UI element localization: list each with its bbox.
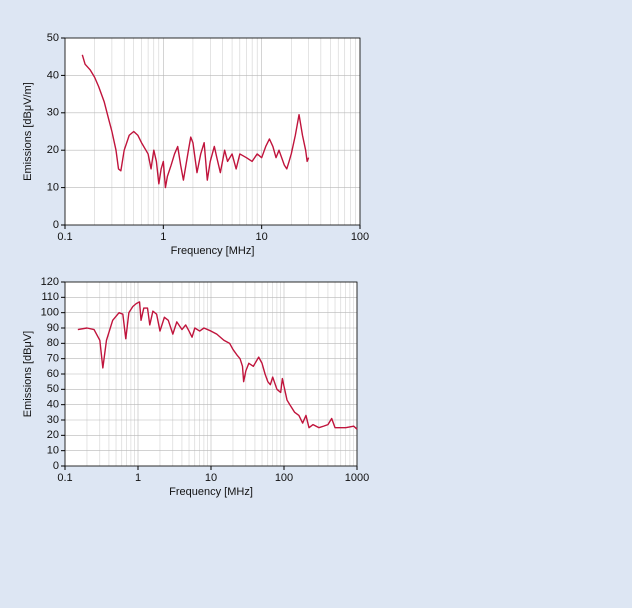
y-tick-label: 70	[47, 353, 59, 365]
y-tick-label: 120	[41, 276, 59, 288]
x-tick-label: 1000	[345, 472, 369, 484]
y-tick-label: 100	[41, 307, 59, 319]
x-tick-label: 100	[351, 231, 369, 243]
y-tick-label: 20	[47, 144, 59, 156]
x-tick-label: 1	[160, 231, 166, 243]
data-line	[77, 301, 358, 430]
data-line	[81, 54, 310, 189]
y-tick-label: 10	[47, 182, 59, 194]
y-tick-label: 0	[53, 460, 59, 472]
plot-frame	[64, 37, 361, 226]
x-tick-label: 1	[135, 472, 141, 484]
y-tick-label: 0	[53, 219, 59, 231]
x-tick-label: 10	[256, 231, 268, 243]
y-tick-label: 40	[47, 399, 59, 411]
x-tick-label: 100	[275, 472, 293, 484]
y-tick-label: 50	[47, 32, 59, 44]
y-tick-label: 20	[47, 429, 59, 441]
x-tick-label: 0.1	[57, 231, 72, 243]
y-tick-label: 80	[47, 337, 59, 349]
x-tick-label: 10	[205, 472, 217, 484]
chart: 0.1 1 10 100 1000010203040506070809010011012…	[22, 276, 369, 498]
y-tick-label: 60	[47, 368, 59, 380]
x-tick-label: 0.1	[57, 472, 72, 484]
y-tick-label: 30	[47, 414, 59, 426]
y-tick-label: 90	[47, 322, 59, 334]
x-axis-label: Frequency [MHz]	[169, 486, 253, 498]
y-axis-label: Emissions [dBμV]	[22, 331, 34, 417]
chart: 0.1 1 10 100 0 10 20 30 40 50 Frequency [MHz] Emiss…	[22, 32, 369, 257]
y-tick-label: 40	[47, 69, 59, 81]
plot-area	[65, 38, 360, 225]
y-tick-label: 30	[47, 107, 59, 119]
x-axis-label: Frequency [MHz]	[171, 245, 255, 257]
y-tick-label: 50	[47, 383, 59, 395]
y-axis-label: Emissions [dBμV/m]	[22, 82, 34, 181]
plot-frame	[64, 281, 358, 467]
y-tick-label: 10	[47, 445, 59, 457]
y-tick-label: 110	[41, 291, 59, 303]
